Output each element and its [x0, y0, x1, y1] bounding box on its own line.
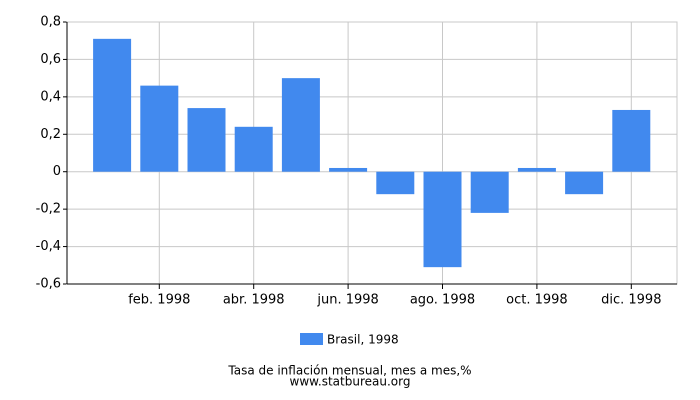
x-tick-label: dic. 1998	[601, 293, 661, 308]
x-tick-label: oct. 1998	[506, 293, 568, 308]
bar	[376, 171, 415, 195]
bar	[565, 171, 604, 195]
bar	[281, 78, 320, 172]
y-tick-label: 0,2	[40, 127, 61, 142]
y-tick-label: 0,6	[40, 52, 61, 67]
x-tick-label: ago. 1998	[410, 293, 475, 308]
bar	[93, 38, 132, 172]
y-tick-label: -0,6	[36, 277, 61, 292]
bar	[329, 167, 368, 172]
y-tick-label: 0	[53, 164, 61, 179]
legend-label: Brasil, 1998	[327, 333, 399, 347]
bar	[470, 171, 509, 213]
y-tick-label: -0,2	[36, 202, 61, 217]
bar	[140, 85, 179, 172]
y-tick-label: -0,4	[36, 239, 61, 254]
x-tick-label: feb. 1998	[128, 293, 190, 308]
bar	[517, 167, 556, 172]
footer-title: Tasa de inflación mensual, mes a mes,%	[227, 364, 471, 378]
bar	[423, 171, 462, 268]
bar	[612, 109, 651, 172]
bar	[187, 108, 226, 172]
x-tick-label: jun. 1998	[316, 293, 378, 308]
bar	[234, 126, 273, 172]
x-tick-label: abr. 1998	[223, 293, 285, 308]
y-tick-label: 0,4	[40, 89, 61, 104]
legend-swatch	[300, 333, 323, 345]
footer-source: www.statbureau.org	[290, 375, 411, 389]
y-tick-label: 0,8	[40, 15, 61, 30]
